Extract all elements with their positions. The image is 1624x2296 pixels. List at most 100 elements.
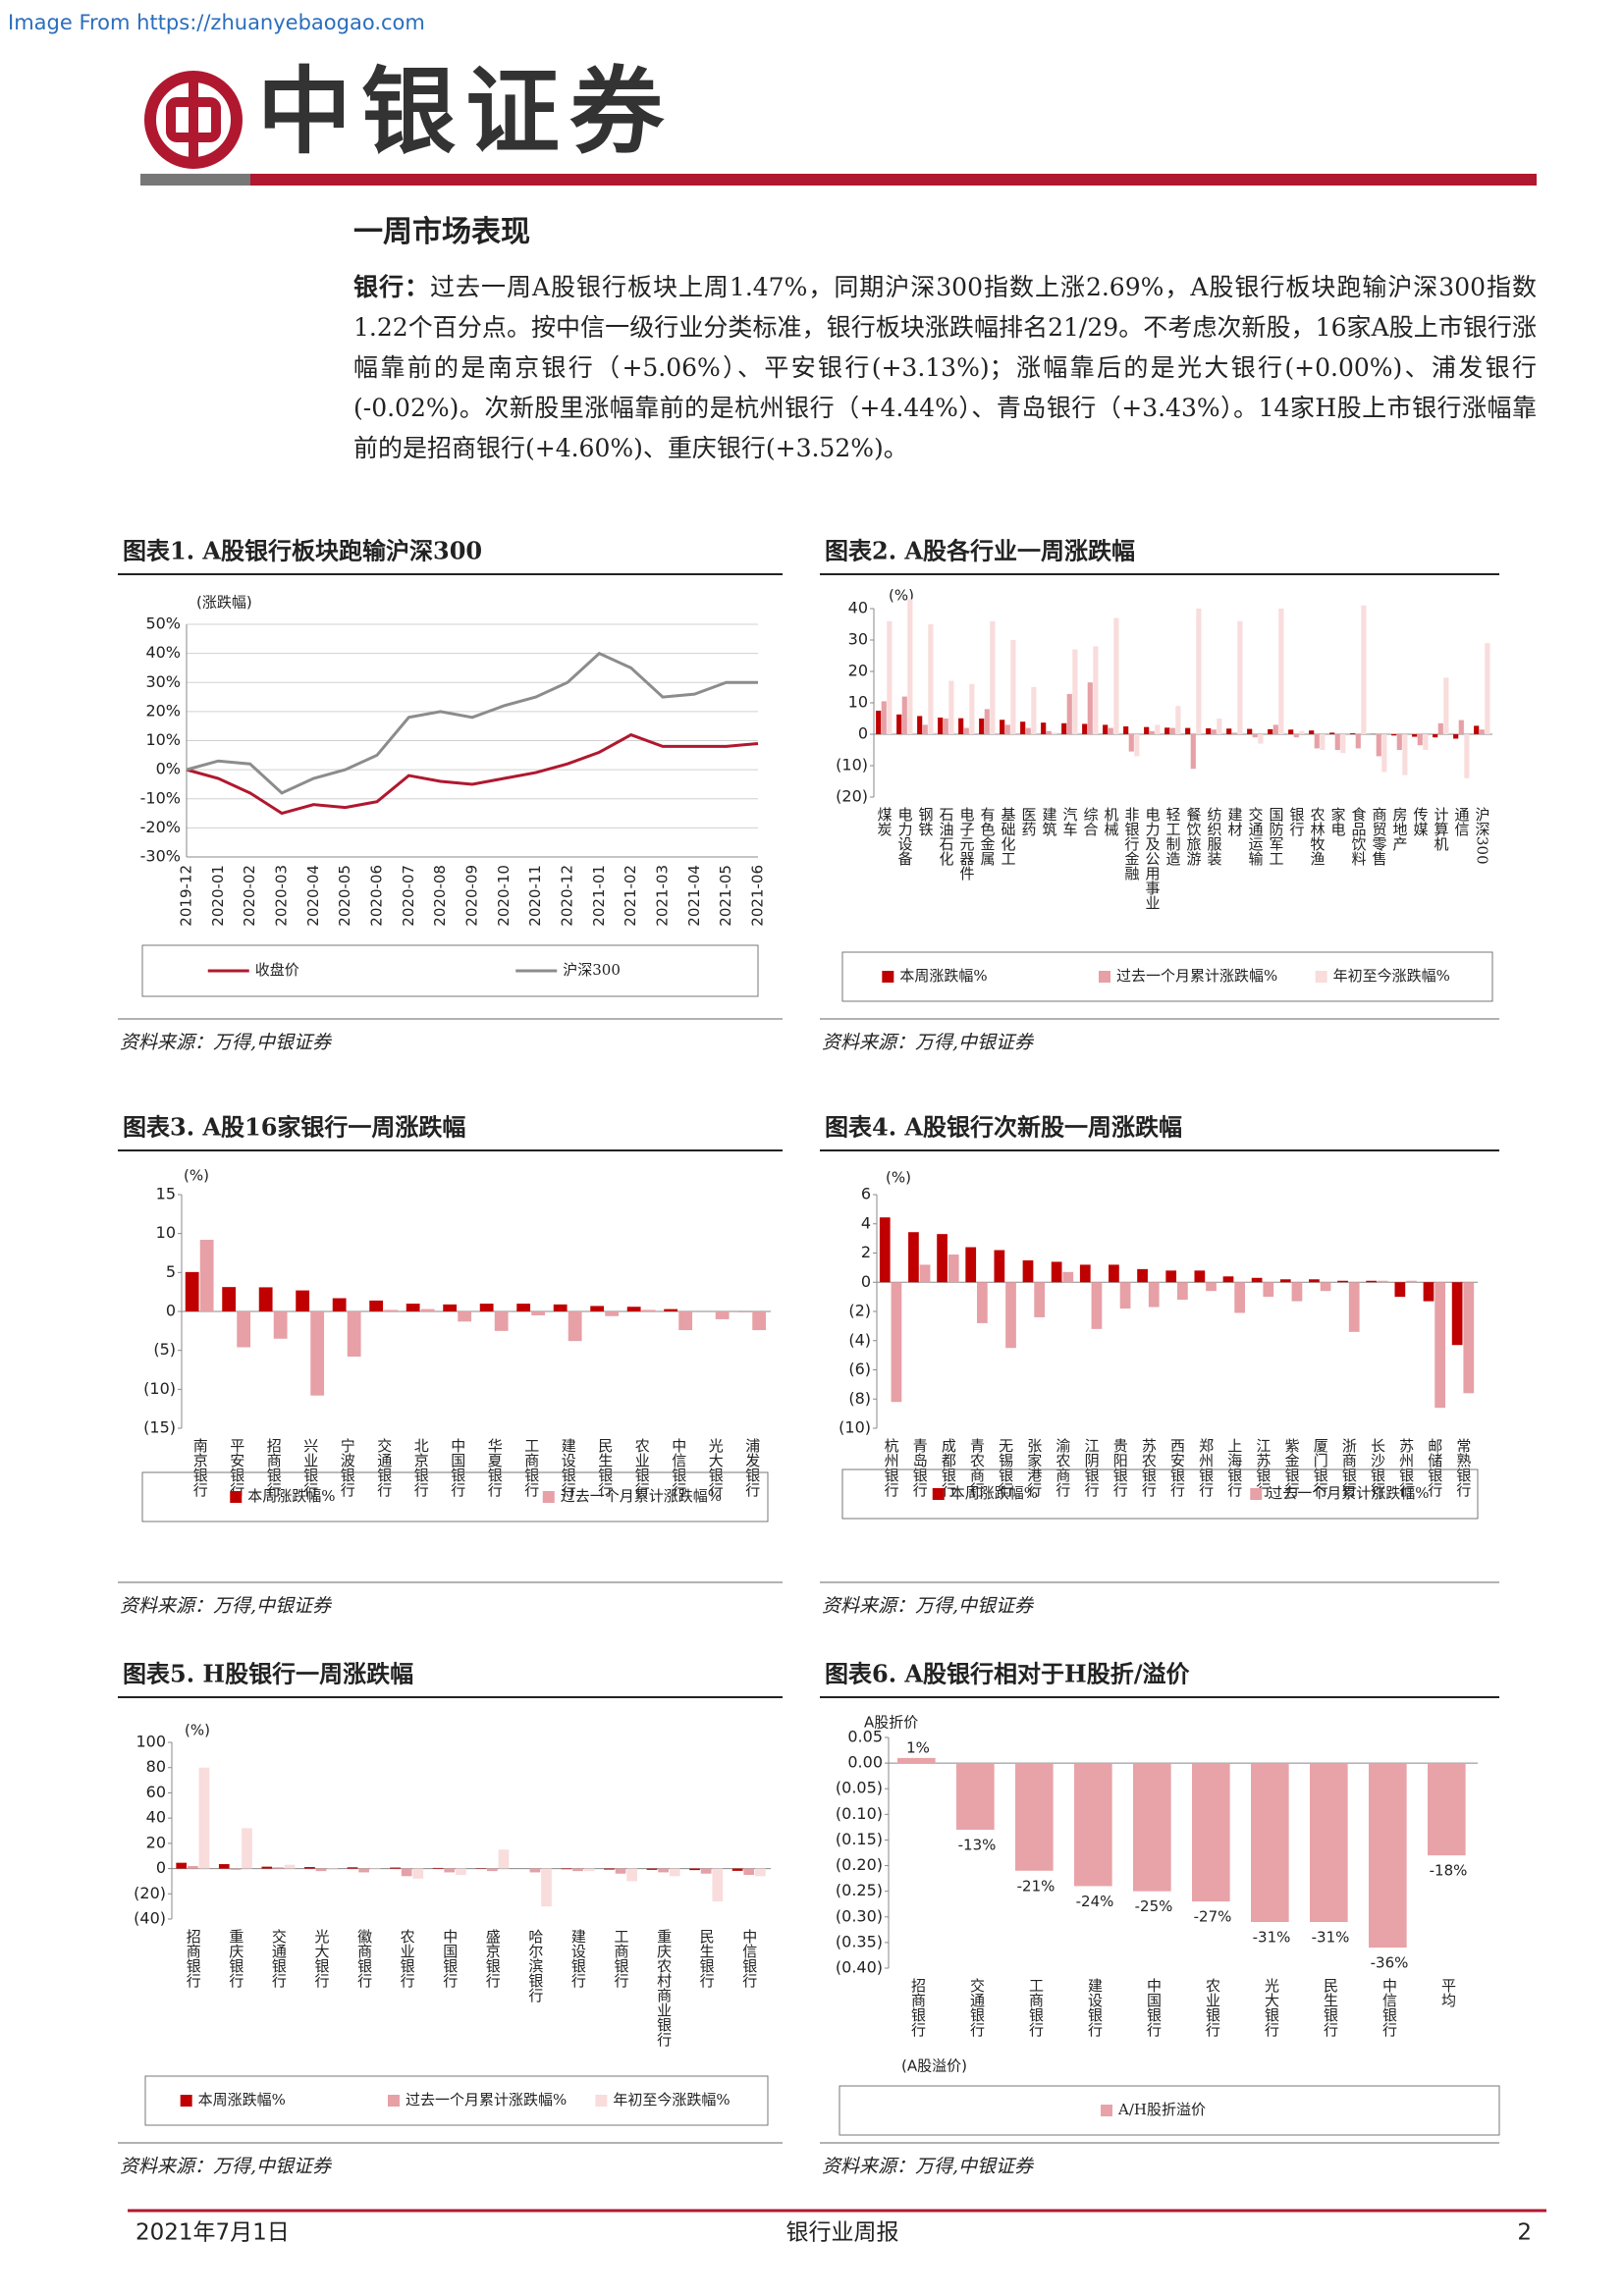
x-tick-label: 非银行金融 (1123, 807, 1141, 881)
bar (1337, 1280, 1348, 1283)
x-tick-label: 上海银行 (1225, 1438, 1243, 1498)
x-tick-label: 中国银行 (449, 1438, 466, 1498)
x-tick-label: 厦门银行 (1312, 1438, 1329, 1498)
y-tick-label: 40 (146, 1808, 166, 1827)
legend-swatch (180, 2095, 192, 2107)
bar (1423, 734, 1429, 750)
bar (1004, 724, 1010, 734)
paragraph-lead: 银行： (353, 273, 430, 301)
watermark: Image From https://zhuanyebaogao.com (8, 11, 425, 34)
x-tick-label: 电力及公用事业 (1144, 807, 1162, 910)
x-tick-label: 2020-12 (559, 865, 576, 927)
bar (1309, 730, 1315, 734)
y-tick-label: 10 (848, 693, 868, 712)
bar (304, 1867, 315, 1869)
bar (531, 1311, 546, 1315)
section-title: 一周市场表现 (353, 215, 530, 249)
bar (641, 1309, 656, 1311)
bar (242, 1828, 252, 1869)
x-tick-label: 常熟银行 (1454, 1438, 1472, 1498)
legend-swatch (1315, 971, 1327, 983)
y-tick-label: (10) (836, 756, 868, 774)
bar (1164, 727, 1170, 734)
bar (1113, 617, 1119, 734)
bar (1190, 734, 1196, 770)
chart-title: 图表3. A股16家银行一周涨跌幅 (123, 1113, 465, 1142)
x-tick-label: 重庆银行 (227, 1929, 244, 1989)
bar (1108, 727, 1113, 734)
y-axis-label: (%) (886, 1169, 911, 1187)
bar (176, 1862, 188, 1869)
bar (1177, 1282, 1188, 1301)
x-tick-label: 2020-05 (336, 865, 353, 927)
bar (568, 1311, 582, 1342)
legend-swatch (1101, 2105, 1112, 2116)
bar (958, 718, 964, 734)
bar (1194, 1270, 1206, 1283)
bar (876, 711, 882, 734)
x-tick-label: 钢铁 (917, 807, 935, 836)
y-tick-label: 30% (145, 672, 181, 691)
bar (979, 719, 985, 734)
x-tick-label: 2020-02 (241, 865, 258, 927)
x-tick-label: 哈尔滨银行 (526, 1929, 544, 2003)
x-tick-label: 招商银行 (909, 1978, 927, 2038)
y-tick-label: 20% (145, 701, 181, 720)
value-label: -24% (1076, 1893, 1114, 1910)
bar (516, 1304, 531, 1311)
bar (897, 1757, 936, 1764)
x-tick-label: 电子元器件 (958, 807, 976, 881)
y-tick-label: (0.30) (836, 1906, 883, 1925)
legend-box (144, 2075, 769, 2126)
bar (922, 724, 928, 734)
legend-label: 过去一个月累计涨跌幅% (406, 2091, 567, 2109)
bar (919, 1264, 931, 1283)
bar (1381, 734, 1387, 773)
legend-swatch (595, 2095, 608, 2107)
x-tick-label: 沪深300 (1474, 807, 1491, 865)
bar (1072, 649, 1078, 734)
bar (1206, 1282, 1217, 1292)
bar (1309, 1279, 1320, 1283)
bar (896, 714, 902, 734)
bar (420, 1308, 435, 1311)
bar (1074, 1763, 1112, 1887)
bar (332, 1298, 347, 1311)
bar (284, 1864, 296, 1869)
x-tick-label: 工商银行 (613, 1929, 630, 1989)
bar (1234, 1282, 1246, 1313)
y-tick-label: (5) (153, 1340, 176, 1359)
bar (700, 1868, 712, 1874)
chart-title: 图表1. A股银行板块跑输沪深300 (123, 537, 482, 565)
header-bar-red (250, 174, 1537, 186)
bar (406, 1304, 420, 1311)
bar (990, 620, 996, 734)
value-label: -27% (1194, 1908, 1232, 1926)
footer-page: 2 (1517, 2220, 1532, 2246)
x-tick-label: 民生银行 (698, 1929, 716, 1989)
x-tick-label: 徽商银行 (355, 1929, 373, 1989)
x-tick-label: 华夏银行 (486, 1438, 504, 1498)
bar (1348, 1282, 1360, 1332)
legend-label: 本周涨跌幅% (247, 1487, 335, 1505)
x-tick-label: 交通运输 (1247, 806, 1265, 866)
bar (626, 1307, 641, 1311)
bar (494, 1311, 509, 1331)
x-tick-label: 纺织服装 (1206, 807, 1223, 866)
y-axis-label: (%) (184, 1167, 209, 1185)
bar (879, 1217, 891, 1283)
bar (443, 1304, 458, 1311)
value-label: -13% (958, 1837, 997, 1854)
x-tick-label: 中国银行 (441, 1929, 459, 1989)
y-axis-label-bottom: (A股溢价) (901, 2057, 967, 2075)
x-tick-label: 建筑 (1041, 807, 1058, 837)
x-tick-label: 2021-04 (685, 865, 703, 927)
bar (1148, 1282, 1160, 1308)
legend-box (141, 1471, 769, 1522)
x-tick-label: 西安银行 (1168, 1438, 1186, 1498)
bar (1144, 726, 1150, 734)
legend-label: 过去一个月累计涨跌幅% (1268, 1484, 1429, 1502)
bar (1169, 727, 1175, 734)
x-tick-label: 中信银行 (1380, 1978, 1398, 2038)
x-tick-label: 紫金银行 (1283, 1438, 1301, 1498)
